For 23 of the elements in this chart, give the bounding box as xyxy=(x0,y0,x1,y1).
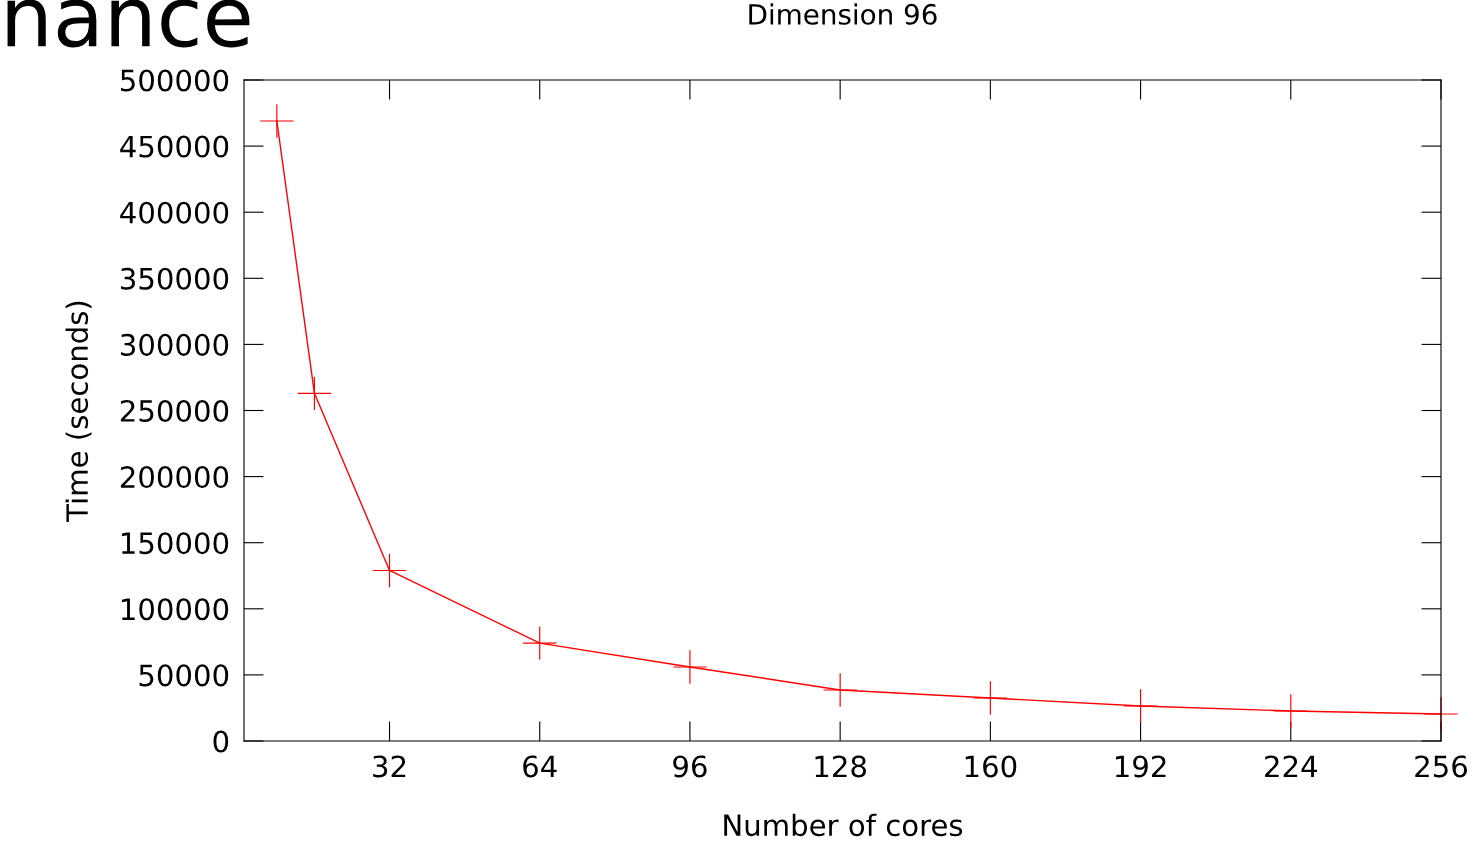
x-tick-label: 192 xyxy=(1115,755,1166,778)
y-tick-label: 0 xyxy=(213,730,229,753)
y-tick-label: 400000 xyxy=(120,201,229,224)
y-tick-label: 50000 xyxy=(139,664,229,687)
x-axis-title: Number of cores xyxy=(724,813,963,837)
y-tick-label: 300000 xyxy=(120,333,229,356)
x-tick-label: 256 xyxy=(1415,755,1467,778)
x-tick-label: 160 xyxy=(965,755,1017,778)
x-tick-label: 128 xyxy=(815,755,866,778)
y-tick-label: 350000 xyxy=(120,267,229,290)
x-tick-label: 96 xyxy=(673,755,707,778)
x-tick-label: 64 xyxy=(523,755,557,778)
y-axis-title: Time (seconds) xyxy=(65,301,92,522)
x-tick-label: 224 xyxy=(1265,755,1317,778)
y-tick-label: 250000 xyxy=(120,399,229,422)
x-tick-label: 32 xyxy=(373,755,406,778)
y-tick-label: 200000 xyxy=(120,466,229,489)
y-tick-label: 500000 xyxy=(121,69,229,92)
chart-title: Dimension 96 xyxy=(749,3,937,25)
y-tick-label: 150000 xyxy=(121,532,229,555)
y-tick-label: 450000 xyxy=(120,135,229,158)
y-tick-label: 100000 xyxy=(121,598,229,621)
text: nance xyxy=(7,0,250,48)
